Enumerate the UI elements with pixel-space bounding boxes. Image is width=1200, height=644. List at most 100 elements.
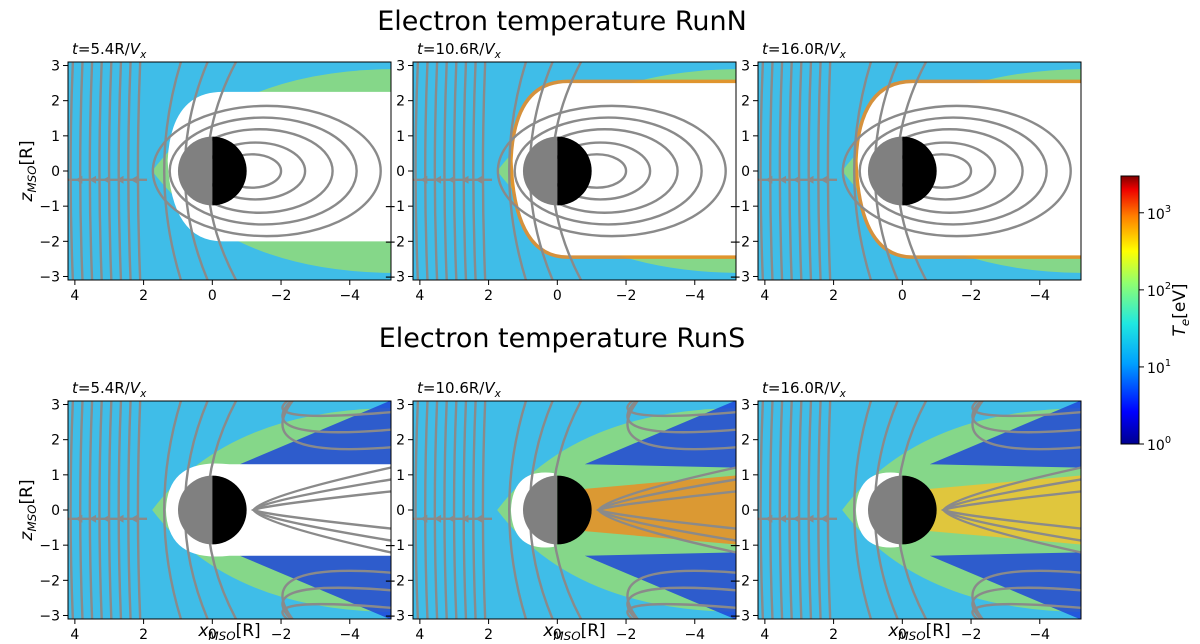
y-tick-label: −1 — [729, 199, 750, 215]
x-tick-label: −2 — [271, 627, 292, 643]
x-tick-label: 4 — [415, 627, 424, 643]
y-tick-label: 2 — [51, 94, 60, 110]
y-tick-label: 2 — [396, 94, 405, 110]
panel-time-label: t=10.6R/Vx — [417, 40, 502, 61]
planet-nightside — [557, 136, 592, 206]
planet-dayside — [177, 136, 213, 206]
y-tick-label: −2 — [729, 573, 750, 589]
south-lobe — [239, 552, 391, 619]
y-tick-label: 0 — [51, 503, 60, 519]
planet-nightside — [902, 475, 937, 545]
plasma-sheet — [929, 475, 1081, 545]
x-tick-label: −2 — [616, 627, 637, 643]
y-tick-label: 1 — [741, 129, 750, 145]
y-tick-label: −1 — [39, 538, 60, 554]
y-tick-label: 2 — [396, 433, 405, 449]
x-axis-label: xMSO[R] — [887, 621, 950, 643]
panel-time-label: t=5.4R/Vx — [72, 40, 147, 61]
y-tick-label: −3 — [384, 608, 405, 624]
panel-time-label: t=16.0R/Vx — [762, 40, 847, 61]
y-tick-label: 1 — [51, 468, 60, 484]
panel-RunS-2: t=16.0R/Vx 4 2 0 −2 −4 3 2 1 0 −1 −2 −3 xMSO[R] — [729, 379, 1082, 643]
y-tick-label: 2 — [741, 433, 750, 449]
x-tick-label: −2 — [961, 627, 982, 643]
colorbar-label: Te[eV] — [1170, 283, 1192, 336]
panel-RunS-0: t=5.4R/Vx 4 2 0 −2 −4 3 2 1 0 −1 −2 −3 zMSO[R] xMSO[R] — [17, 379, 392, 643]
planet — [867, 136, 937, 206]
y-tick-label: 1 — [396, 468, 405, 484]
panel-time-label: t=10.6R/Vx — [417, 379, 502, 400]
south-lobe — [584, 552, 736, 619]
x-tick-label: 4 — [70, 627, 79, 643]
field-streamlines — [758, 401, 1081, 619]
x-tick-label: 4 — [70, 288, 79, 304]
planet — [177, 136, 247, 206]
panel-RunN-0: t=5.4R/Vx 4 2 0 −2 −4 3 2 1 0 −1 −2 −3 zMSO[R] — [17, 40, 392, 304]
planet-dayside — [177, 475, 213, 545]
y-tick-label: 3 — [741, 59, 750, 75]
planet-nightside — [902, 136, 937, 206]
north-lobe — [584, 401, 736, 468]
x-tick-label: 2 — [829, 627, 838, 643]
x-tick-label: 2 — [139, 627, 148, 643]
x-tick-label: 2 — [829, 288, 838, 304]
x-tick-label: 0 — [898, 288, 907, 304]
x-tick-label: 4 — [760, 288, 769, 304]
y-tick-label: −3 — [39, 269, 60, 285]
panel-time-label: t=5.4R/Vx — [72, 379, 147, 400]
x-tick-label: −4 — [684, 627, 705, 643]
panel-RunN-2: t=16.0R/Vx 4 2 0 −2 −4 3 2 1 0 −1 −2 −3 — [729, 40, 1082, 304]
panel-RunN-1: t=10.6R/Vx 4 2 0 −2 −4 3 2 1 0 −1 −2 −3 — [384, 40, 737, 304]
planet — [867, 475, 937, 545]
planet — [522, 475, 592, 545]
figure-title-2: Electron temperature RunS — [379, 323, 746, 354]
y-tick-label: 0 — [396, 503, 405, 519]
field-streamlines — [413, 401, 736, 619]
colorbar-gradient — [1120, 175, 1140, 445]
y-tick-label: −3 — [729, 269, 750, 285]
x-tick-label: −4 — [339, 288, 360, 304]
y-tick-label: −1 — [384, 199, 405, 215]
x-tick-label: −2 — [961, 288, 982, 304]
y-tick-label: −2 — [384, 234, 405, 250]
x-axis-label: xMSO[R] — [197, 621, 260, 643]
planet-dayside — [522, 136, 558, 206]
y-tick-label: 1 — [51, 129, 60, 145]
planet — [522, 136, 592, 206]
x-tick-label: 0 — [553, 288, 562, 304]
x-axis-label: xMSO[R] — [542, 621, 605, 643]
y-tick-label: −1 — [39, 199, 60, 215]
x-tick-label: 0 — [898, 627, 907, 643]
colorbar-tick-label: 100 — [1147, 435, 1171, 454]
x-tick-label: 2 — [139, 288, 148, 304]
y-tick-label: 3 — [51, 398, 60, 414]
y-tick-label: −2 — [384, 573, 405, 589]
y-tick-label: −1 — [384, 538, 405, 554]
y-tick-label: 1 — [741, 468, 750, 484]
planet-dayside — [867, 136, 903, 206]
planet-nightside — [212, 475, 247, 545]
field-streamlines — [413, 62, 727, 280]
north-lobe — [929, 401, 1081, 468]
planet-nightside — [557, 475, 592, 545]
y-tick-label: −1 — [729, 538, 750, 554]
x-tick-label: 2 — [484, 288, 493, 304]
x-tick-label: 4 — [415, 288, 424, 304]
colorbar-tick-label: 102 — [1147, 281, 1171, 300]
x-tick-label: −4 — [684, 288, 705, 304]
y-tick-label: 2 — [51, 433, 60, 449]
x-tick-label: −2 — [616, 288, 637, 304]
y-tick-label: −2 — [39, 573, 60, 589]
panel-RunS-1: t=10.6R/Vx 4 2 0 −2 −4 3 2 1 0 −1 −2 −3 xMSO[R] — [384, 379, 737, 643]
panel-time-label: t=16.0R/Vx — [762, 379, 847, 400]
y-tick-label: 2 — [741, 94, 750, 110]
field-streamlines — [758, 62, 1072, 280]
planet-dayside — [522, 475, 558, 545]
magnetosphere-cavity — [512, 83, 736, 256]
y-axis-label: zMSO[R] — [17, 140, 39, 202]
planet-dayside — [867, 475, 903, 545]
y-tick-label: 1 — [396, 129, 405, 145]
field-streamlines — [68, 62, 382, 280]
y-tick-label: 0 — [741, 164, 750, 180]
